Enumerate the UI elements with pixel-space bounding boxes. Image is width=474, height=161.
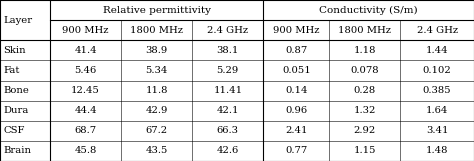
Text: 38.9: 38.9: [146, 46, 168, 55]
Text: Conductivity (S/m): Conductivity (S/m): [319, 5, 418, 15]
Text: 1.15: 1.15: [354, 147, 376, 155]
Text: 5.46: 5.46: [74, 66, 97, 75]
Text: 68.7: 68.7: [74, 126, 97, 135]
Text: 2.41: 2.41: [285, 126, 308, 135]
Text: 0.078: 0.078: [350, 66, 379, 75]
Text: 1.44: 1.44: [426, 46, 448, 55]
Text: 2.92: 2.92: [354, 126, 376, 135]
Text: 43.5: 43.5: [146, 147, 168, 155]
Text: 0.77: 0.77: [285, 147, 307, 155]
Text: 12.45: 12.45: [71, 86, 100, 95]
Text: Relative permittivity: Relative permittivity: [103, 6, 210, 14]
Text: 42.1: 42.1: [217, 106, 239, 115]
Text: 0.385: 0.385: [423, 86, 451, 95]
Text: 1800 MHz: 1800 MHz: [130, 26, 183, 35]
Text: 1800 MHz: 1800 MHz: [338, 26, 391, 35]
Text: Layer: Layer: [3, 16, 32, 25]
Text: 11.8: 11.8: [146, 86, 168, 95]
Text: Bone: Bone: [3, 86, 29, 95]
Text: Dura: Dura: [3, 106, 28, 115]
Text: 900 MHz: 900 MHz: [63, 26, 109, 35]
Text: 1.48: 1.48: [426, 147, 448, 155]
Text: 0.87: 0.87: [285, 46, 307, 55]
Text: 42.9: 42.9: [146, 106, 168, 115]
Text: 67.2: 67.2: [146, 126, 168, 135]
Text: 0.28: 0.28: [354, 86, 376, 95]
Text: 42.6: 42.6: [217, 147, 239, 155]
Text: CSF: CSF: [3, 126, 25, 135]
Text: 1.64: 1.64: [426, 106, 448, 115]
Text: Skin: Skin: [3, 46, 26, 55]
Text: 0.051: 0.051: [282, 66, 310, 75]
Text: 41.4: 41.4: [74, 46, 97, 55]
Text: 1.32: 1.32: [354, 106, 376, 115]
Text: 5.34: 5.34: [146, 66, 168, 75]
Text: 2.4 GHz: 2.4 GHz: [207, 26, 248, 35]
Text: 2.4 GHz: 2.4 GHz: [417, 26, 458, 35]
Text: 0.14: 0.14: [285, 86, 308, 95]
Text: 1.18: 1.18: [354, 46, 376, 55]
Text: Brain: Brain: [3, 147, 31, 155]
Text: 66.3: 66.3: [217, 126, 239, 135]
Text: Fat: Fat: [3, 66, 19, 75]
Text: 11.41: 11.41: [213, 86, 242, 95]
Text: 44.4: 44.4: [74, 106, 97, 115]
Text: 3.41: 3.41: [426, 126, 448, 135]
Text: 5.29: 5.29: [217, 66, 239, 75]
Text: 38.1: 38.1: [217, 46, 239, 55]
Text: 0.96: 0.96: [285, 106, 307, 115]
Text: 0.102: 0.102: [423, 66, 452, 75]
Text: 45.8: 45.8: [74, 147, 97, 155]
Text: 900 MHz: 900 MHz: [273, 26, 319, 35]
